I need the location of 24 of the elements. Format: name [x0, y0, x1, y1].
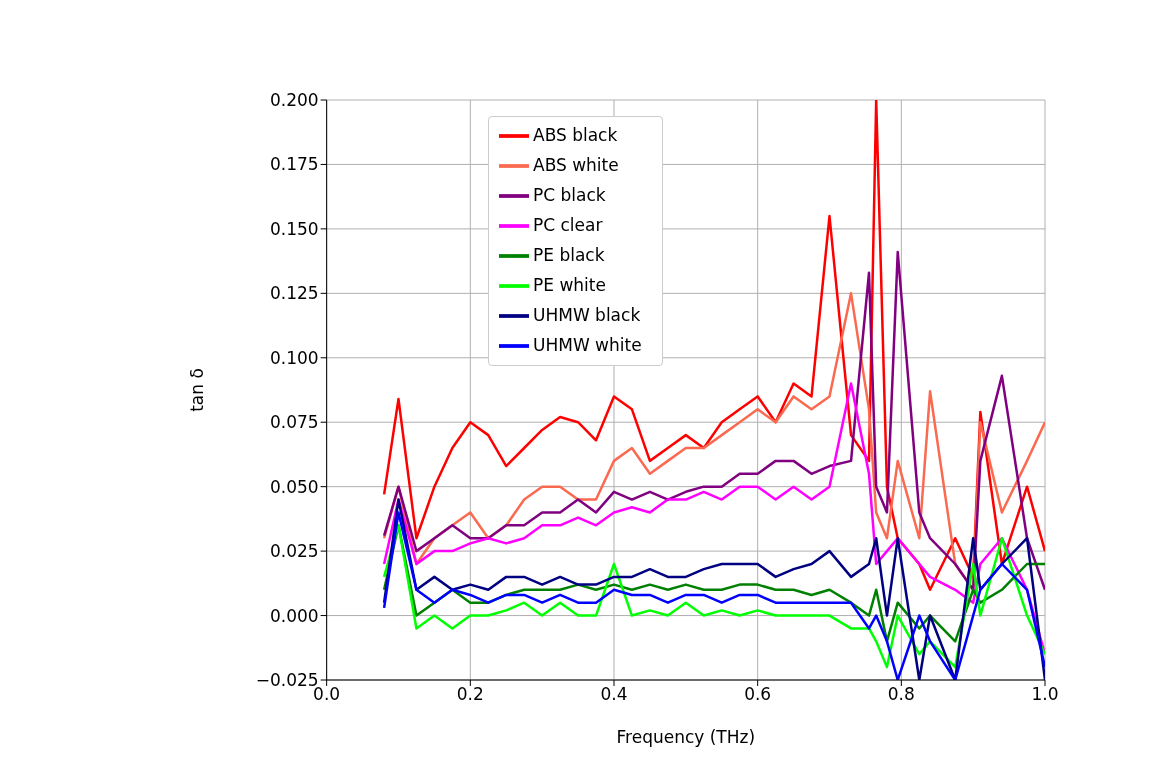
legend-label: PC clear: [533, 215, 603, 235]
legend-label: PE black: [533, 245, 605, 265]
y-tick-label: 0.025: [269, 541, 319, 562]
y-tick-label: 0.125: [269, 283, 319, 304]
x-tick-label: 0.4: [600, 684, 628, 705]
y-tick-label: 0.200: [269, 90, 319, 111]
legend-label: PE white: [533, 275, 606, 295]
legend-label: UHMW white: [533, 335, 642, 355]
legend-label: UHMW black: [533, 305, 641, 325]
y-tick-label: 0.075: [269, 412, 319, 433]
legend-label: ABS white: [533, 155, 619, 175]
legend-label: PC black: [533, 185, 606, 205]
x-tick-label: 1.0: [1031, 684, 1059, 705]
y-tick-label: 0.000: [269, 605, 319, 626]
y-tick-label: 0.175: [269, 154, 319, 175]
y-tick-label: 0.150: [269, 218, 319, 239]
legend-label: ABS black: [533, 125, 618, 145]
x-tick-label: 0.6: [744, 684, 772, 705]
y-axis-title: tan δ: [186, 368, 207, 412]
y-tick-label: 0.050: [269, 476, 319, 497]
y-tick-label: 0.100: [269, 347, 319, 368]
x-axis-title: Frequency (THz): [616, 727, 756, 747]
x-tick-label: 0.8: [887, 684, 915, 705]
x-tick-label: 0.2: [456, 684, 484, 705]
